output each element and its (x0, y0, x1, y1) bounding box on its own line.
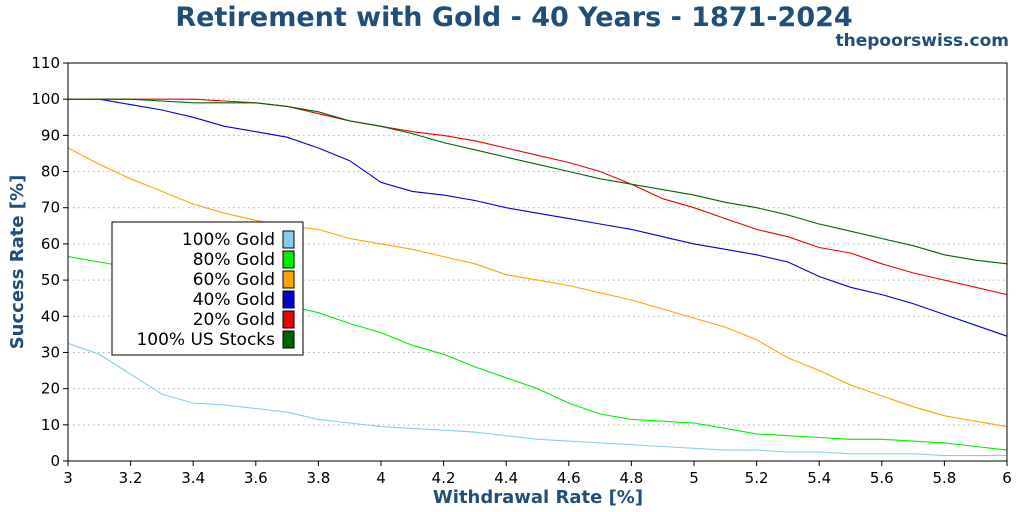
series-line-100pct-us-stocks (68, 98, 1008, 265)
y-tick-label: 10 (41, 416, 60, 434)
series-line-40pct-gold (68, 98, 1008, 337)
x-tick-label: 4.6 (557, 469, 581, 487)
y-tick-label: 70 (41, 199, 60, 217)
y-tick-label: 40 (41, 307, 60, 325)
x-axis-ticks: 3 3.2 3.4 3.6 3.8 4 4.2 4.4 4.6 4.8 5 5.2 5.4 5.6 5.8 6 (63, 461, 1012, 487)
y-tick-label: 30 (41, 343, 60, 361)
y-tick-label: 90 (41, 126, 60, 144)
x-tick-label: 4 (376, 469, 386, 487)
x-tick-label: 5.2 (745, 469, 769, 487)
legend-label-100pct-gold: 100% Gold (182, 230, 275, 250)
x-axis-label: Withdrawal Rate [%] (433, 487, 643, 508)
legend-label-100pct-us-stocks: 100% US Stocks (136, 330, 275, 350)
x-tick-label: 5.6 (870, 469, 894, 487)
y-tick-label: 110 (31, 54, 60, 72)
legend-label-20pct-gold: 20% Gold (193, 310, 275, 330)
x-tick-label: 3.6 (244, 469, 268, 487)
y-tick-label: 50 (41, 271, 60, 289)
x-tick-label: 3.2 (119, 469, 143, 487)
y-tick-label: 20 (41, 380, 60, 398)
legend-swatch-80pct-gold (282, 250, 295, 269)
x-tick-label: 5.4 (807, 469, 831, 487)
y-axis-ticks: 0 10 20 30 40 50 60 70 80 90 100 110 (31, 54, 68, 470)
series-line-20pct-gold (68, 98, 1008, 296)
series-line-60pct-gold (67, 147, 1008, 428)
x-tick-label: 3.8 (306, 469, 330, 487)
legend-swatch-100pct-us-stocks (282, 330, 295, 349)
x-tick-label: 4.2 (432, 469, 456, 487)
plot-frame (67, 62, 1008, 462)
legend-label-40pct-gold: 40% Gold (193, 290, 275, 310)
x-tick-label: 6 (1002, 469, 1012, 487)
legend-swatch-60pct-gold (282, 270, 295, 289)
legend-box (111, 221, 304, 356)
site-watermark: thepoorswiss.com (836, 31, 1010, 51)
x-tick-label: 3 (63, 469, 73, 487)
y-tick-label: 100 (31, 90, 60, 108)
chart-title: Retirement with Gold - 40 Years - 1871-2… (175, 2, 852, 33)
series-line-100pct-gold (67, 342, 1007, 457)
x-tick-label: 5.8 (932, 469, 956, 487)
legend-swatch-20pct-gold (282, 310, 295, 329)
x-tick-label: 4.4 (494, 469, 518, 487)
y-axis-label: Success Rate [%] (7, 175, 28, 350)
y-tick-label: 0 (50, 452, 60, 470)
legend-label-80pct-gold: 80% Gold (193, 250, 275, 270)
legend-swatch-100pct-gold (282, 230, 295, 249)
x-tick-label: 3.4 (181, 469, 205, 487)
y-tick-label: 80 (41, 163, 60, 181)
y-tick-label: 60 (41, 235, 60, 253)
x-tick-label: 5 (689, 469, 699, 487)
x-tick-label: 4.8 (619, 469, 643, 487)
legend-swatch-40pct-gold (282, 290, 295, 309)
legend-label-60pct-gold: 60% Gold (193, 270, 275, 290)
